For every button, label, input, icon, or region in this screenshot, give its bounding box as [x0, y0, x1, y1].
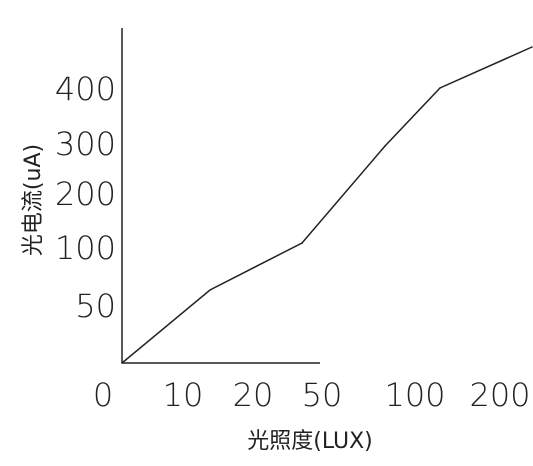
y-tick-label: 100 — [55, 229, 116, 267]
x-tick-labels: 0 10 20 50 100 200 — [93, 376, 531, 414]
y-axis-title: 光电流(uA) — [21, 144, 46, 256]
x-axis-title: 光照度(LUX) — [247, 429, 373, 454]
data-point — [209, 289, 211, 291]
data-point — [531, 46, 533, 48]
y-tick-labels: 50 100 200 300 400 — [55, 70, 116, 325]
y-tick-label: 400 — [55, 70, 116, 108]
x-tick-label: 100 — [384, 376, 445, 414]
y-tick-label: 50 — [75, 287, 116, 325]
data-point — [439, 87, 441, 89]
x-tick-label: 50 — [302, 376, 343, 414]
y-tick-label: 300 — [55, 125, 116, 163]
data-point — [384, 145, 386, 147]
x-tick-label: 200 — [469, 376, 530, 414]
y-tick-label: 200 — [55, 175, 116, 213]
data-point — [301, 242, 303, 244]
series-line — [121, 46, 533, 364]
x-tick-label: 10 — [163, 376, 204, 414]
series-layer — [121, 46, 533, 364]
data-point — [121, 362, 123, 364]
x-tick-label: 20 — [233, 376, 274, 414]
x-tick-label: 0 — [93, 376, 113, 414]
